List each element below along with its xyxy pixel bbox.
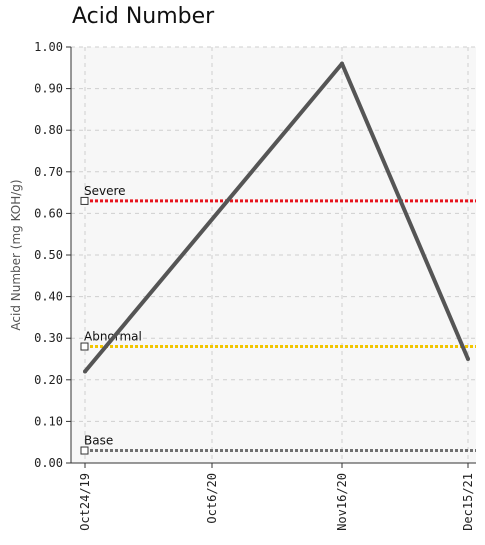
x-tick-label: Nov16/20	[335, 473, 349, 531]
y-tick-label: 0.50	[34, 248, 63, 262]
y-tick-label: 0.30	[34, 331, 63, 345]
series-lines	[83, 61, 470, 374]
data-point	[83, 369, 87, 374]
x-tick-label: Oct24/19	[78, 473, 92, 531]
threshold-marker	[80, 446, 89, 455]
y-tick-labels: 0.00 0.10 0.20 0.30 0.40 0.50 0.60 0.70 0.80 0.90…	[34, 40, 71, 470]
data-point	[340, 61, 344, 66]
grid-lines	[71, 46, 476, 463]
x-tick-label: Oct6/20	[205, 473, 219, 524]
threshold-label: Severe	[84, 184, 126, 198]
data-point	[466, 357, 470, 361]
y-tick-label: 0.00	[34, 456, 63, 470]
x-tick-label: Dec15/21	[461, 473, 475, 531]
y-tick-label: 0.90	[34, 82, 63, 96]
threshold-label: Base	[84, 434, 113, 448]
y-tick-label: 0.60	[34, 206, 63, 220]
chart-title: Acid Number	[72, 4, 215, 29]
y-tick-label: 0.10	[34, 414, 63, 428]
x-tick-labels: Oct24/19 Oct6/20 Nov16/20 Dec15/21	[78, 463, 475, 531]
y-tick-label: 0.80	[34, 123, 63, 137]
threshold-marker	[80, 342, 89, 351]
y-tick-label: 0.40	[34, 290, 63, 304]
y-tick-label: 1.00	[34, 40, 63, 54]
y-axis-label: Acid Number (mg KOH/g)	[9, 179, 23, 330]
y-tick-label: 0.20	[34, 373, 63, 387]
y-tick-label: 0.70	[34, 165, 63, 179]
threshold-marker	[80, 196, 89, 205]
